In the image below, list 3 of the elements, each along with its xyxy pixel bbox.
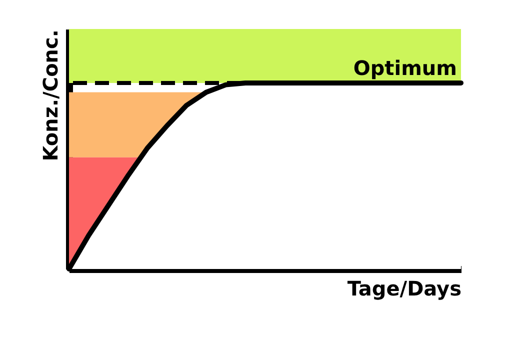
x-axis-title: Tage/Days: [347, 276, 462, 300]
y-axis-title: Konz./Conc.: [38, 30, 62, 162]
ref-line-label: Optimum: [353, 56, 457, 80]
